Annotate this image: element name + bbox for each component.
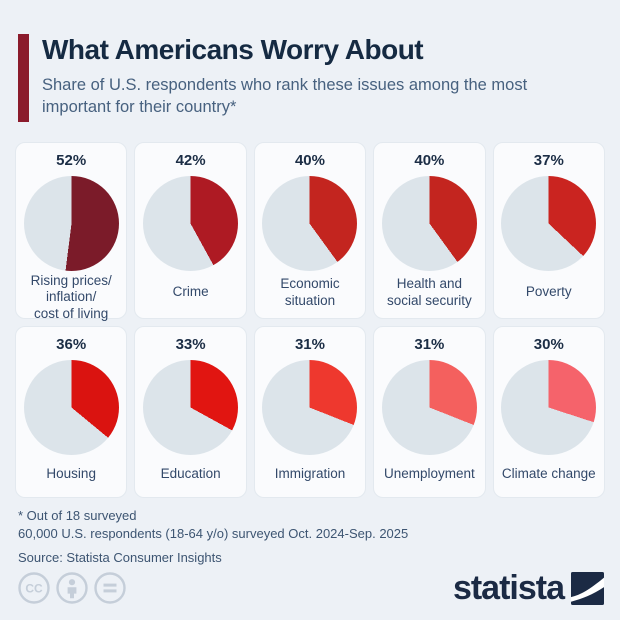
card-label: Education — [160, 465, 221, 481]
pct-value: 31% — [414, 336, 445, 353]
card-label: Housing — [46, 465, 96, 481]
pie-chart — [262, 176, 358, 271]
pct-value: 33% — [175, 336, 206, 353]
pie-card-rising-prices: 52% Rising prices/ inflation/ cost of li… — [15, 142, 128, 321]
pie-card-education: 33% Education — [134, 326, 247, 498]
footnotes: * Out of 18 surveyed 60,000 U.S. respond… — [0, 498, 620, 567]
pie-chart — [501, 360, 597, 455]
pct-value: 42% — [175, 152, 206, 169]
pct-value: 52% — [56, 152, 87, 169]
pie-chart — [501, 176, 597, 271]
cc-nd-equals-icon[interactable] — [94, 572, 126, 604]
card-label: Crime — [172, 284, 209, 300]
pie-card-housing: 36% Housing — [15, 326, 128, 498]
statista-wordmark: statista — [452, 569, 565, 607]
pct-value: 37% — [533, 152, 564, 169]
pie-card-climate-change: 30% Climate change — [492, 326, 605, 498]
pie-chart — [143, 176, 239, 271]
footnote-source: Source: Statista Consumer Insights — [18, 550, 222, 566]
pie-card-unemployment: 31% Unemployment — [373, 326, 486, 498]
pct-value: 40% — [294, 152, 325, 169]
pie-chart — [262, 360, 358, 455]
card-label: Unemployment — [383, 465, 475, 481]
page-title: What Americans Worry About — [42, 34, 424, 65]
bottom-bar: CC statista — [18, 571, 604, 605]
license-badges[interactable]: CC — [18, 572, 126, 604]
card-label: Economic situation — [280, 276, 340, 308]
pie-chart — [381, 176, 477, 271]
cc-icon[interactable]: CC — [18, 572, 50, 604]
pie-card-immigration: 31% Immigration — [253, 326, 367, 498]
pie-card-crime: 42% Crime — [134, 142, 247, 319]
svg-text:CC: CC — [25, 582, 43, 596]
pie-card-poverty: 37% Poverty — [492, 142, 605, 319]
accent-bar — [18, 34, 29, 122]
card-label: Health and social security — [387, 276, 472, 308]
pie-card-economic-situation: 40% Economic situation — [253, 142, 367, 319]
pie-chart — [381, 360, 477, 455]
pie-card-health-social-security: 40% Health and social security — [373, 142, 486, 319]
pct-value: 40% — [414, 152, 445, 169]
pct-value: 31% — [294, 336, 325, 353]
card-label: Climate change — [501, 465, 596, 481]
cc-by-person-icon[interactable] — [56, 572, 88, 604]
card-label: Poverty — [525, 284, 572, 300]
pie-chart — [23, 176, 119, 271]
card-label: Rising prices/ inflation/ cost of living — [30, 273, 112, 321]
pie-card-grid: 52% Rising prices/ inflation/ cost of li… — [0, 142, 620, 498]
card-label: Immigration — [274, 465, 346, 481]
pie-chart — [143, 360, 239, 455]
statista-logo[interactable]: statista — [453, 571, 604, 605]
statista-swoosh-icon — [571, 571, 604, 605]
footnote-asterisk: * Out of 18 surveyed — [18, 508, 137, 523]
page-subtitle: Share of U.S. respondents who rank these… — [42, 76, 528, 116]
pie-chart — [23, 360, 119, 455]
pct-value: 36% — [56, 336, 87, 353]
header: What Americans Worry About Share of U.S.… — [0, 0, 620, 122]
pct-value: 30% — [533, 336, 564, 353]
footnote-sample: 60,000 U.S. respondents (18-64 y/o) surv… — [18, 525, 409, 541]
